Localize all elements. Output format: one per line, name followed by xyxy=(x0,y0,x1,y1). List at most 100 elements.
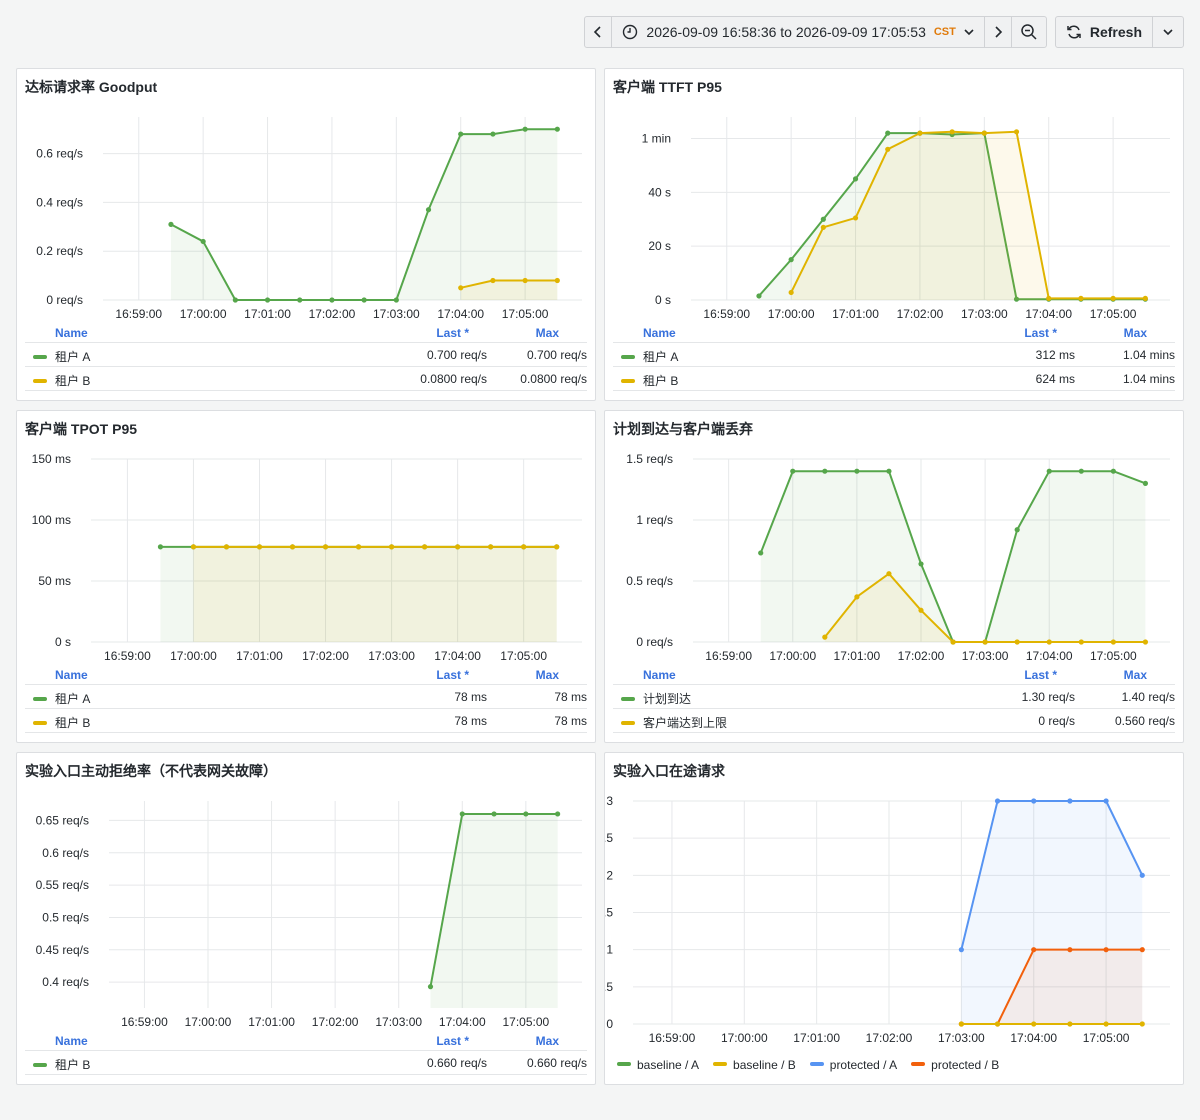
data-point[interactable] xyxy=(854,468,860,474)
data-point[interactable] xyxy=(200,238,206,245)
series-line-1[interactable] xyxy=(790,130,1146,300)
data-point[interactable] xyxy=(981,130,987,136)
legend-col-last[interactable]: Last * xyxy=(436,326,469,340)
legend-col-name[interactable]: Name xyxy=(643,668,676,682)
data-point[interactable] xyxy=(1046,639,1052,645)
data-point[interactable] xyxy=(822,468,828,474)
data-point[interactable] xyxy=(393,297,399,303)
legend-item[interactable]: baseline / A xyxy=(617,1058,699,1072)
data-point[interactable] xyxy=(886,571,892,577)
data-point[interactable] xyxy=(1110,468,1116,474)
data-point[interactable] xyxy=(1103,1021,1109,1027)
legend-col-last[interactable]: Last * xyxy=(1024,668,1057,682)
legend-col-name[interactable]: Name xyxy=(643,326,676,340)
data-point[interactable] xyxy=(1142,480,1149,486)
data-point[interactable] xyxy=(1103,947,1109,953)
data-point[interactable] xyxy=(490,277,496,284)
data-point[interactable] xyxy=(425,207,432,213)
data-point[interactable] xyxy=(1139,1021,1145,1027)
data-point[interactable] xyxy=(427,984,434,990)
legend-item[interactable]: protected / A xyxy=(809,1058,897,1072)
data-point[interactable] xyxy=(490,131,496,137)
data-point[interactable] xyxy=(1014,527,1020,533)
data-point[interactable] xyxy=(994,1021,1001,1027)
data-point[interactable] xyxy=(458,285,464,291)
data-point[interactable] xyxy=(223,544,230,550)
legend-row[interactable]: 客户端达到上限 0 req/s 0.560 req/s xyxy=(613,709,1175,733)
data-point[interactable] xyxy=(232,297,238,303)
data-point[interactable] xyxy=(994,798,1001,804)
data-point[interactable] xyxy=(885,130,891,136)
data-point[interactable] xyxy=(758,550,764,556)
panel-arrivals-drops[interactable]: 计划到达与客户端丢弃 0 req/s 0.5 req/s 1 req/s 1.5 req… xyxy=(604,410,1184,743)
data-point[interactable] xyxy=(1014,639,1020,645)
series-line-1[interactable] xyxy=(960,800,1144,950)
data-point[interactable] xyxy=(521,544,527,550)
data-point[interactable] xyxy=(455,544,461,550)
data-point[interactable] xyxy=(886,468,892,474)
data-point[interactable] xyxy=(982,639,988,645)
legend-row[interactable]: 租户 A 0.700 req/s 0.700 req/s xyxy=(25,343,587,367)
legend-row[interactable]: 租户 B 0.0800 req/s 0.0800 req/s xyxy=(25,367,587,391)
data-point[interactable] xyxy=(820,224,826,230)
time-forward-button[interactable] xyxy=(985,17,1012,47)
data-point[interactable] xyxy=(1013,296,1020,302)
data-point[interactable] xyxy=(1031,947,1037,953)
data-point[interactable] xyxy=(458,131,464,137)
data-point[interactable] xyxy=(361,297,367,303)
data-point[interactable] xyxy=(1110,295,1116,301)
data-point[interactable] xyxy=(168,221,174,227)
data-point[interactable] xyxy=(958,1021,964,1027)
panel-ttft-p95[interactable]: 客户端 TTFT P95 0 s 20 s 40 s 1 min 16:59:00 17:0… xyxy=(604,68,1184,401)
data-point[interactable] xyxy=(790,468,796,474)
data-point[interactable] xyxy=(1067,798,1073,804)
refresh-interval-dropdown[interactable] xyxy=(1153,17,1183,47)
legend-row[interactable]: 租户 B 78 ms 78 ms xyxy=(25,709,587,733)
data-point[interactable] xyxy=(459,811,465,817)
data-point[interactable] xyxy=(1139,947,1145,953)
data-point[interactable] xyxy=(555,811,561,817)
data-point[interactable] xyxy=(852,176,859,182)
panel-tpot-p95[interactable]: 客户端 TPOT P95 0 s 50 ms 100 ms 150 ms 16:59:00… xyxy=(16,410,596,743)
legend-col-max[interactable]: Max xyxy=(535,326,559,340)
legend-col-last[interactable]: Last * xyxy=(436,668,469,682)
data-point[interactable] xyxy=(788,289,794,296)
legend-row[interactable]: 租户 A 312 ms 1.04 mins xyxy=(613,343,1175,367)
data-point[interactable] xyxy=(322,544,329,550)
data-point[interactable] xyxy=(1067,1021,1073,1027)
data-point[interactable] xyxy=(1110,639,1116,645)
data-point[interactable] xyxy=(388,544,395,550)
legend-item[interactable]: protected / B xyxy=(911,1058,999,1072)
panel-ingress-reject-rate[interactable]: 实验入口主动拒绝率（不代表网关故障） 0.4 req/s 0.45 req/s 0.5… xyxy=(16,752,596,1085)
data-point[interactable] xyxy=(157,544,164,550)
data-point[interactable] xyxy=(949,129,955,135)
data-point[interactable] xyxy=(1031,1021,1037,1027)
data-point[interactable] xyxy=(522,126,528,132)
time-range-picker[interactable]: 2026-09-09 16:58:36 to 2026-09-09 17:05:… xyxy=(612,17,985,47)
legend-col-name[interactable]: Name xyxy=(55,1034,88,1048)
legend-col-max[interactable]: Max xyxy=(535,1034,559,1048)
data-point[interactable] xyxy=(488,544,494,550)
panel-goodput[interactable]: 达标请求率 Goodput 0 req/s 0.2 req/s 0.4 req/s 0.… xyxy=(16,68,596,401)
data-point[interactable] xyxy=(329,297,335,303)
refresh-button[interactable]: Refresh xyxy=(1056,17,1153,47)
legend-col-max[interactable]: Max xyxy=(1123,326,1147,340)
data-point[interactable] xyxy=(1078,468,1084,474)
panel-ingress-inflight[interactable]: 实验入口在途请求 0 0.5 1 1.5 2 2.5 3 16:59:00 17:00:00 17:… xyxy=(604,752,1184,1085)
data-point[interactable] xyxy=(297,297,303,303)
series-line-1[interactable] xyxy=(460,279,558,289)
time-back-button[interactable] xyxy=(585,17,613,47)
data-point[interactable] xyxy=(1013,129,1020,135)
legend-row[interactable]: 租户 B 0.660 req/s 0.660 req/s xyxy=(25,1051,587,1075)
data-point[interactable] xyxy=(554,126,560,132)
data-point[interactable] xyxy=(491,811,497,817)
data-point[interactable] xyxy=(1139,872,1145,878)
data-point[interactable] xyxy=(190,544,197,550)
data-point[interactable] xyxy=(885,146,891,152)
data-point[interactable] xyxy=(422,544,428,550)
legend-col-last[interactable]: Last * xyxy=(436,1034,469,1048)
data-point[interactable] xyxy=(852,215,859,221)
data-point[interactable] xyxy=(756,293,762,299)
data-point[interactable] xyxy=(523,811,529,817)
data-point[interactable] xyxy=(854,594,860,600)
